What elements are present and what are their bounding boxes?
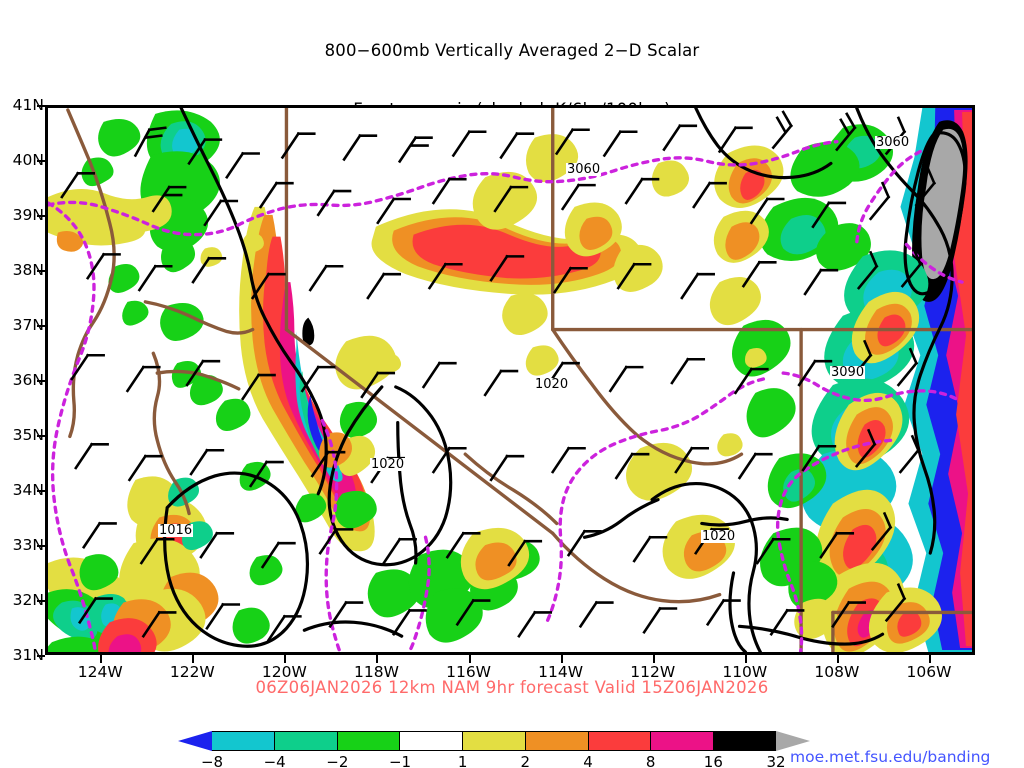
colorbar-label-2: 2 — [520, 753, 531, 768]
lon-tick-114W — [560, 655, 563, 663]
lon-tick-label-112W: 112W — [630, 663, 676, 681]
mslp-contour-label-1020-c: 1020 — [701, 529, 737, 544]
colorbar-segment-5 — [525, 732, 589, 750]
lon-tick-label-116W: 116W — [446, 663, 492, 681]
lat-tick-37N — [37, 325, 45, 327]
lon-tick-label-118W: 118W — [354, 663, 399, 681]
height-contour-label-3090: 3090 — [830, 365, 866, 380]
lon-tick-106W — [928, 655, 931, 663]
colorbar-segment-6 — [588, 732, 652, 750]
lat-tick-label-32N: 32N — [12, 591, 44, 609]
lat-tick-label-41N: 41N — [12, 96, 44, 114]
lon-tick-124W — [100, 655, 103, 663]
map-plot-area: 3060 3060 3090 1020 1020 1020 1016 — [45, 105, 975, 655]
colorbar-segment-0 — [212, 732, 275, 750]
lat-tick-40N — [37, 160, 45, 162]
lat-tick-39N — [37, 215, 45, 217]
lat-tick-label-40N: 40N — [12, 151, 44, 169]
lat-tick-32N — [37, 600, 45, 602]
colorbar-label-minus2: −2 — [326, 753, 349, 768]
colorbar-segment-3 — [400, 732, 464, 750]
mslp-contour-label-1016: 1016 — [158, 523, 194, 538]
colorbar-label-minus4: −4 — [263, 753, 286, 768]
title-line-1: 800−600mb Vertically Averaged 2−D Scalar — [324, 41, 700, 61]
lat-tick-label-38N: 38N — [12, 261, 44, 279]
colorbar-label-minus8: −8 — [200, 753, 224, 768]
lon-tick-112W — [652, 655, 655, 663]
lat-tick-31N — [37, 655, 45, 657]
mslp-contour-label-1020-a: 1020 — [370, 457, 406, 472]
lat-tick-label-35N: 35N — [12, 426, 44, 444]
colorbar-label-4: 4 — [583, 753, 593, 768]
lon-tick-122W — [192, 655, 195, 663]
colorbar-label-32: 32 — [766, 753, 786, 768]
watermark: moe.met.fsu.edu/banding — [790, 748, 991, 766]
height-contour-label-3060-b: 3060 — [875, 135, 911, 150]
colorbar: −8 −4 −2 −1 1 2 4 8 16 32 — [178, 731, 810, 768]
lon-tick-118W — [376, 655, 379, 663]
lat-tick-label-31N: 31N — [12, 646, 44, 664]
lon-tick-label-122W: 122W — [169, 663, 215, 681]
forecast-caption: 06Z06JAN2026 12km NAM 9hr forecast Valid… — [255, 678, 769, 697]
lon-tick-label-114W: 114W — [538, 663, 584, 681]
mslp-contours — [163, 108, 967, 652]
lon-tick-120W — [284, 655, 287, 663]
colorbar-label-minus1: −1 — [388, 753, 412, 768]
colorbar-label-1: 1 — [457, 753, 468, 768]
colorbar-segment-4 — [463, 732, 526, 750]
lon-tick-label-124W: 124W — [77, 663, 123, 681]
colorbar-under-cap — [178, 731, 212, 751]
lat-tick-label-39N: 39N — [12, 206, 44, 224]
lat-tick-33N — [37, 545, 45, 547]
lon-tick-110W — [744, 655, 747, 663]
lon-tick-116W — [468, 655, 471, 663]
colorbar-segments — [212, 731, 777, 751]
colorbar-segment-2 — [337, 732, 401, 750]
height-contour-label-3060-a: 3060 — [566, 162, 602, 177]
lat-tick-36N — [37, 380, 45, 382]
lat-tick-label-34N: 34N — [12, 481, 44, 499]
lat-tick-35N — [37, 435, 45, 437]
lat-tick-label-37N: 37N — [12, 316, 44, 334]
lon-tick-label-120W: 120W — [261, 663, 307, 681]
lon-tick-label-108W: 108W — [814, 663, 860, 681]
lat-tick-38N — [37, 270, 45, 272]
lat-tick-34N — [37, 490, 45, 492]
lat-tick-label-36N: 36N — [12, 371, 44, 389]
mslp-contour-label-1020-b: 1020 — [534, 377, 570, 392]
lat-tick-41N — [37, 105, 45, 107]
colorbar-label-8: 8 — [645, 753, 656, 768]
lon-tick-label-110W: 110W — [722, 663, 768, 681]
lon-tick-label-106W: 106W — [906, 663, 952, 681]
map-graphics — [48, 108, 972, 652]
colorbar-segment-8 — [714, 732, 777, 750]
colorbar-segment-7 — [651, 732, 715, 750]
lat-tick-label-33N: 33N — [12, 536, 44, 554]
colorbar-label-16: 16 — [703, 753, 723, 768]
colorbar-segment-1 — [274, 732, 338, 750]
colorbar-over-cap — [776, 731, 810, 751]
height-contours-700mb — [48, 139, 964, 652]
lon-tick-108W — [836, 655, 839, 663]
